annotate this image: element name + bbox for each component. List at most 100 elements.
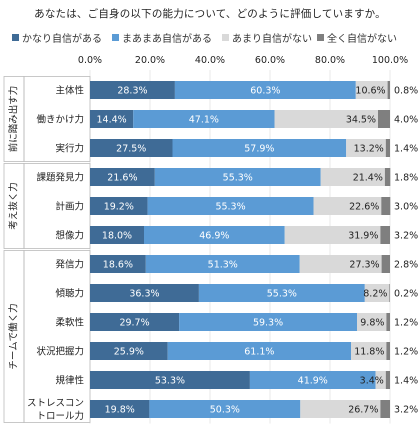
bar-segment [381, 197, 391, 215]
bar-segment [385, 371, 390, 389]
data-label: 31.9% [348, 231, 378, 242]
category-label: 計画力 [55, 201, 84, 213]
group-label: 考え抜く力 [8, 182, 20, 230]
category-label: 主体性 [55, 85, 84, 97]
data-label: 14.4% [97, 115, 127, 126]
data-label: 28.3% [117, 86, 147, 97]
bar-segment [149, 400, 301, 418]
data-label: 3.2% [394, 231, 418, 242]
x-tick-label: 60.0% [255, 55, 285, 66]
data-label: 3.2% [394, 405, 418, 416]
category-label: 柔軟性 [55, 317, 84, 329]
data-label: 21.4% [353, 173, 383, 184]
bar-segment [145, 255, 300, 273]
bar-segment [299, 255, 382, 273]
category-frame [23, 250, 91, 423]
bar-segment [179, 313, 357, 331]
data-label: 60.3% [250, 86, 280, 97]
data-label: 1.2% [394, 318, 418, 329]
data-label: 3.4% [360, 376, 384, 387]
data-label: 61.1% [244, 347, 274, 358]
data-label: 34.5% [346, 115, 376, 126]
bar-segment [320, 168, 385, 186]
bar-segment [90, 255, 146, 273]
legend-label: あまり自信がない [232, 34, 312, 45]
legend-label: かなり自信がある [22, 34, 102, 45]
bar-segment [355, 81, 388, 99]
data-label: 3.0% [394, 202, 418, 213]
bar-segment [144, 226, 285, 244]
x-tick-label: 100.0% [372, 55, 408, 66]
category-label: 傾聴力 [55, 288, 84, 300]
bar-segment [172, 139, 347, 157]
legend-item: まあまあ自信がある [112, 30, 212, 45]
data-label: 4.0% [394, 115, 418, 126]
chart-title: あなたは、ご自身の以下の能力について、どのように評価していますか。 [34, 8, 386, 20]
bar-segment [249, 371, 376, 389]
bar-segment [313, 197, 382, 215]
data-label: 27.5% [116, 144, 146, 155]
data-label: 25.9% [114, 347, 144, 358]
bar-segment [300, 400, 381, 418]
data-label: 26.7% [348, 405, 378, 416]
x-tick-label: 20.0% [135, 55, 165, 66]
data-label: 11.8% [354, 347, 384, 358]
bar-segment [357, 313, 387, 331]
data-label: 8.2% [363, 289, 387, 300]
x-tick-label: 40.0% [195, 55, 225, 66]
data-label: 1.4% [394, 376, 418, 387]
data-label: 22.6% [349, 202, 379, 213]
bar-segment [384, 168, 391, 186]
bar-segment [389, 284, 390, 302]
data-label: 29.7% [119, 318, 149, 329]
x-tick-label: 0.0% [78, 55, 102, 66]
data-label: 55.3% [223, 173, 253, 184]
bar-segment [90, 81, 175, 99]
data-label: 51.3% [208, 260, 238, 271]
data-label: 19.8% [105, 405, 135, 416]
category-label: 想像力 [55, 230, 84, 242]
legend-label: まあまあ自信がある [122, 34, 212, 45]
bar-segment [381, 255, 390, 273]
data-label: 47.1% [189, 115, 219, 126]
legend-swatch [12, 34, 19, 41]
data-label: 19.2% [104, 202, 134, 213]
legend-swatch [112, 34, 119, 41]
bar-segment [90, 371, 250, 389]
data-label: 59.3% [253, 318, 283, 329]
bar-segment [380, 226, 390, 244]
data-label: 36.3% [129, 289, 159, 300]
bar-segment [375, 371, 386, 389]
bar-segment [154, 168, 321, 186]
bar-segment [380, 400, 390, 418]
data-label: 18.0% [102, 231, 132, 242]
bar-segment [133, 110, 275, 128]
data-label: 2.8% [394, 260, 418, 271]
data-label: 46.9% [199, 231, 229, 242]
data-label: 41.9% [298, 376, 328, 387]
legend-item: かなり自信がある [12, 30, 102, 45]
legend-swatch [317, 34, 324, 41]
bar-segment [386, 342, 390, 360]
data-label: 0.8% [394, 86, 418, 97]
bar-segment [386, 313, 390, 331]
bar-segment [198, 284, 365, 302]
bar-segment [90, 168, 155, 186]
data-label: 55.3% [215, 202, 245, 213]
bar-segment [90, 139, 173, 157]
category-label: 規律性 [55, 375, 84, 387]
data-label: 18.6% [103, 260, 133, 271]
category-label: 課題発見力 [36, 172, 84, 184]
category-label: ストレスコントロール力 [27, 398, 84, 422]
category-label: 実行力 [55, 143, 84, 155]
data-label: 9.8% [360, 318, 384, 329]
data-label: 53.3% [155, 376, 185, 387]
legend-label: 全く自信がない [327, 34, 397, 45]
data-label: 27.3% [349, 260, 379, 271]
group-label: 前に踏み出す力 [8, 86, 20, 153]
x-tick-label: 80.0% [315, 55, 345, 66]
bar-segment [90, 226, 144, 244]
bar-segment [378, 110, 390, 128]
data-label: 1.8% [394, 173, 418, 184]
